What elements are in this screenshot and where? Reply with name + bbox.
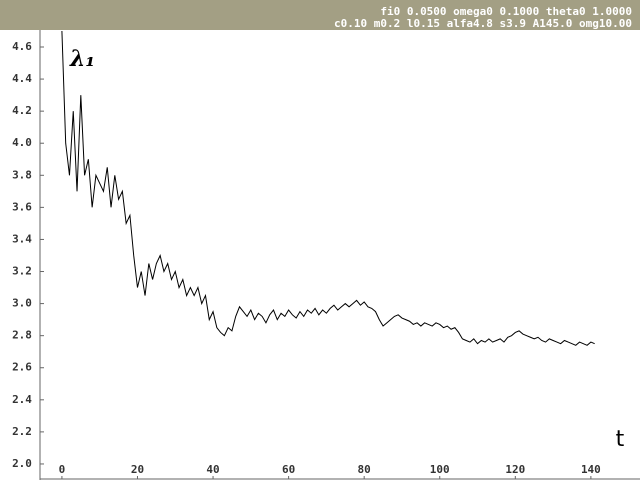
y-tick-label: 4.4 [12,72,32,85]
y-tick-label: 4.0 [12,136,32,149]
y-tick-label: 3.0 [12,297,32,310]
x-tick-label: 80 [358,463,371,476]
header-line: c0.10 m0.2 l0.15 alfa4.8 s3.9 A145.0 omg… [334,17,632,30]
y-tick-label: 3.2 [12,265,32,278]
x-axis-label: t [616,427,625,452]
y-tick-label: 4.6 [12,40,32,53]
x-tick-label: 40 [206,463,219,476]
y-tick-label: 3.8 [12,168,32,181]
y-tick-label: 2.4 [12,393,32,406]
y-tick-label: 2.0 [12,457,32,470]
y-tick-label: 3.6 [12,200,32,213]
y-axis-label: λ₁ [69,46,95,72]
y-tick-label: 3.4 [12,232,32,245]
x-tick-label: 120 [505,463,525,476]
data-line [61,30,595,346]
x-tick-label: 140 [581,463,601,476]
x-tick-label: 0 [59,463,66,476]
y-tick-label: 2.2 [12,425,32,438]
header-line: fi0 0.0500 omega0 0.1000 theta0 1.0000 [380,5,632,18]
x-tick-label: 60 [282,463,295,476]
y-tick-label: 4.2 [12,104,32,117]
y-tick-label: 2.6 [12,361,32,374]
header-bar [0,0,640,30]
x-tick-label: 20 [131,463,144,476]
x-tick-label: 100 [430,463,450,476]
y-tick-label: 2.8 [12,329,32,342]
